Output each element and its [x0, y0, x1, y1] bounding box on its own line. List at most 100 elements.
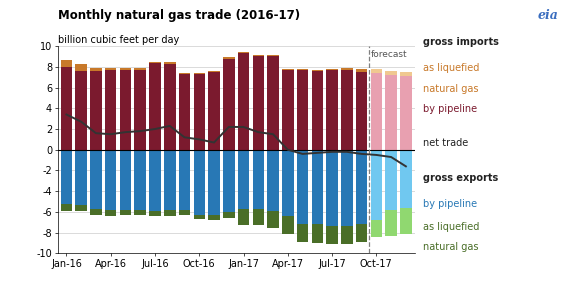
Bar [267, 211, 279, 228]
Bar [238, 53, 249, 150]
Bar [312, 70, 323, 71]
Bar [60, 150, 72, 204]
Bar [400, 150, 412, 208]
Bar [238, 150, 249, 209]
Bar [370, 150, 382, 220]
Bar [252, 56, 264, 150]
Bar [60, 204, 72, 211]
Bar [252, 150, 264, 209]
Bar [327, 69, 338, 70]
Bar [75, 150, 87, 205]
Bar [341, 226, 353, 244]
Bar [341, 68, 353, 70]
Text: natural gas: natural gas [423, 84, 479, 94]
Bar [327, 226, 338, 244]
Bar [134, 68, 146, 70]
Text: as liquefied: as liquefied [423, 222, 480, 232]
Bar [238, 209, 249, 226]
Bar [75, 64, 87, 71]
Bar [134, 150, 146, 210]
Bar [356, 72, 367, 150]
Bar [179, 74, 190, 150]
Bar [209, 215, 220, 220]
Text: gross exports: gross exports [423, 173, 499, 183]
Bar [120, 70, 131, 150]
Bar [252, 55, 264, 56]
Bar [297, 224, 308, 242]
Bar [312, 71, 323, 150]
Text: gross imports: gross imports [423, 37, 499, 48]
Bar [297, 70, 308, 150]
Bar [312, 224, 323, 243]
Text: billion cubic feet per day: billion cubic feet per day [58, 35, 179, 45]
Bar [238, 52, 249, 53]
Bar [223, 212, 234, 218]
Bar [194, 74, 205, 150]
Bar [164, 64, 176, 150]
Bar [400, 76, 412, 150]
Bar [149, 63, 161, 150]
Bar [282, 69, 294, 70]
Text: eia: eia [538, 9, 559, 22]
Bar [223, 150, 234, 212]
Bar [105, 150, 116, 210]
Bar [385, 150, 397, 210]
Bar [179, 73, 190, 74]
Bar [223, 58, 234, 150]
Bar [297, 150, 308, 224]
Bar [282, 150, 294, 216]
Bar [105, 210, 116, 216]
Bar [120, 68, 131, 70]
Text: forecast: forecast [371, 50, 408, 59]
Bar [312, 150, 323, 224]
Bar [209, 71, 220, 72]
Text: by pipeline: by pipeline [423, 199, 478, 209]
Text: natural gas: natural gas [423, 242, 479, 252]
Bar [134, 70, 146, 150]
Bar [327, 70, 338, 150]
Bar [134, 210, 146, 215]
Bar [327, 150, 338, 226]
Bar [149, 150, 161, 211]
Bar [90, 68, 102, 71]
Text: Monthly natural gas trade (2016-17): Monthly natural gas trade (2016-17) [58, 9, 300, 22]
Bar [370, 69, 382, 73]
Bar [90, 150, 102, 209]
Bar [120, 210, 131, 215]
Bar [209, 150, 220, 215]
Bar [60, 60, 72, 67]
Bar [90, 209, 102, 215]
Bar [90, 71, 102, 150]
Bar [149, 62, 161, 63]
Bar [75, 205, 87, 211]
Bar [385, 71, 397, 75]
Bar [282, 216, 294, 234]
Bar [356, 150, 367, 224]
Bar [356, 224, 367, 242]
Bar [194, 150, 205, 215]
Bar [60, 67, 72, 150]
Bar [267, 56, 279, 150]
Bar [297, 69, 308, 70]
Bar [400, 72, 412, 76]
Bar [194, 73, 205, 74]
Bar [164, 150, 176, 210]
Bar [105, 68, 116, 70]
Bar [164, 210, 176, 216]
Bar [194, 215, 205, 219]
Bar [385, 75, 397, 150]
Bar [149, 211, 161, 216]
Bar [282, 70, 294, 150]
Text: as liquefied: as liquefied [423, 63, 480, 73]
Bar [164, 62, 176, 64]
Bar [209, 72, 220, 150]
Bar [179, 210, 190, 215]
Bar [356, 69, 367, 72]
Bar [385, 210, 397, 236]
Bar [370, 73, 382, 150]
Bar [400, 208, 412, 234]
Bar [252, 209, 264, 226]
Bar [370, 220, 382, 237]
Bar [75, 71, 87, 150]
Bar [341, 150, 353, 226]
